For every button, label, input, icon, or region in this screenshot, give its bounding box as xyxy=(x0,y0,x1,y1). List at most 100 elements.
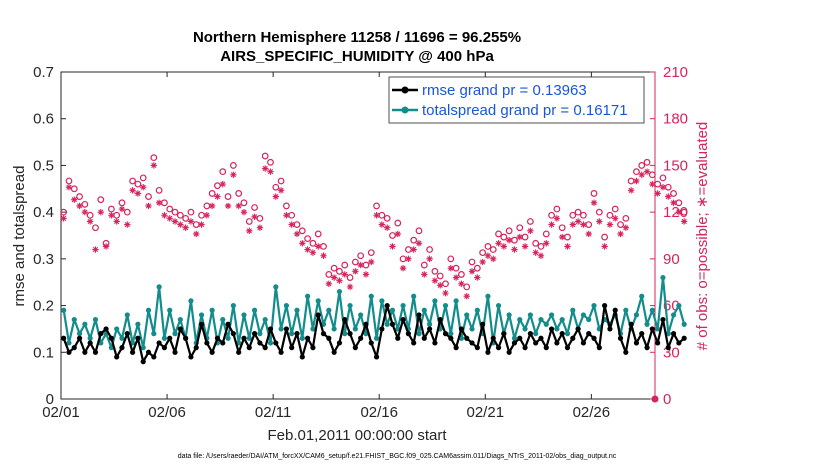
obs-possible-point xyxy=(558,224,566,232)
totalspread-point xyxy=(426,321,433,327)
series-rmse xyxy=(61,302,687,365)
obs-evaluated-point xyxy=(235,202,242,210)
totalspread-point xyxy=(474,307,480,313)
rmse-point xyxy=(71,345,77,351)
totalspread-point xyxy=(119,335,125,341)
rmse-point xyxy=(183,335,189,341)
obs-possible-point xyxy=(383,214,391,222)
rmse-point xyxy=(612,307,618,313)
obs-possible-point xyxy=(373,202,380,210)
totalspread-point xyxy=(151,331,157,337)
rmse-point xyxy=(596,345,602,351)
rmse-point xyxy=(416,312,422,318)
rmse-point xyxy=(543,345,549,351)
totalspread-point xyxy=(464,312,470,318)
rmse-point xyxy=(305,335,311,341)
obs-possible-point xyxy=(394,219,402,227)
rmse-point xyxy=(426,326,433,332)
obs-possible-point xyxy=(389,232,396,239)
x-tick-label: 02/06 xyxy=(148,404,186,421)
rmse-point xyxy=(421,335,427,341)
rmse-point xyxy=(389,321,396,327)
obs-evaluated-point xyxy=(548,221,555,228)
totalspread-point xyxy=(655,326,661,332)
totalspread-point xyxy=(623,307,629,313)
rmse-point xyxy=(140,359,146,365)
obs-possible-point xyxy=(283,202,290,210)
rmse-point xyxy=(156,340,162,346)
obs-evaluated-point xyxy=(596,218,603,225)
obs-possible-point xyxy=(277,177,285,185)
obs-evaluated-point xyxy=(537,252,545,259)
obs-evaluated-point xyxy=(431,277,439,284)
totalspread-point xyxy=(278,326,284,332)
totalspread-point xyxy=(533,331,539,337)
rmse-point xyxy=(289,345,295,351)
totalspread-point xyxy=(570,307,576,313)
obs-possible-point xyxy=(155,186,163,194)
obs-evaluated-point xyxy=(140,184,147,191)
rmse-point xyxy=(167,335,173,341)
totalspread-point xyxy=(660,274,666,281)
rmse-point xyxy=(294,331,300,337)
rmse-point xyxy=(336,340,343,346)
obs-evaluated-point xyxy=(325,280,333,287)
rmse-point xyxy=(358,335,364,341)
obs-evaluated-point xyxy=(246,227,253,235)
obs-evaluated-point xyxy=(71,196,78,203)
rmse-point xyxy=(347,331,353,337)
obs-evaluated-point xyxy=(214,193,221,200)
totalspread-point xyxy=(358,312,364,318)
obs-possible-point xyxy=(601,233,609,241)
obs-evaluated-point xyxy=(405,255,412,263)
obs-possible-point xyxy=(447,255,455,263)
rmse-point xyxy=(363,321,369,327)
obs-evaluated-point xyxy=(617,230,624,238)
y-axis-left-label: rmse and totalspread xyxy=(11,166,28,307)
rmse-point xyxy=(575,326,581,332)
totalspread-point xyxy=(114,326,120,332)
obs-evaluated-point xyxy=(649,180,656,188)
obs-possible-point xyxy=(500,233,508,241)
totalspread-point xyxy=(554,326,560,332)
totalspread-point xyxy=(145,307,152,313)
rmse-point xyxy=(246,345,252,351)
obs-possible-point xyxy=(86,211,94,219)
rmse-point xyxy=(400,316,406,323)
obs-evaluated-point xyxy=(426,255,433,263)
obs-evaluated-point xyxy=(659,184,667,191)
rmse-point xyxy=(527,331,533,337)
rmse-point xyxy=(114,354,120,360)
y-axis-right-label: # of obs: o=possible; ∗=evaluated xyxy=(694,122,711,351)
obs-evaluated-point xyxy=(86,218,94,225)
totalspread-point xyxy=(87,335,93,341)
obs-evaluated-point xyxy=(108,212,115,219)
rmse-point xyxy=(161,345,168,351)
totalspread-point xyxy=(368,293,374,299)
totalspread-point xyxy=(342,331,348,337)
rmse-point xyxy=(193,345,199,351)
obs-evaluated-point xyxy=(543,240,550,247)
rmse-point xyxy=(331,349,337,355)
obs-evaluated-point xyxy=(118,205,126,213)
obs-possible-point xyxy=(468,258,476,266)
totalspread-point xyxy=(373,335,380,341)
obs-evaluated-point xyxy=(553,215,561,222)
obs-evaluated-point xyxy=(670,199,677,206)
rmse-point xyxy=(623,349,629,355)
obs-evaluated-point xyxy=(585,230,592,238)
rmse-point xyxy=(644,345,650,351)
obs-evaluated-point xyxy=(373,212,380,219)
obs-possible-point xyxy=(346,274,354,281)
rmse-point xyxy=(639,331,645,337)
totalspread-point xyxy=(289,331,295,337)
obs-evaluated-point xyxy=(378,221,386,228)
totalspread-point xyxy=(676,302,682,309)
rmse-point xyxy=(474,345,480,351)
totalspread-point xyxy=(140,345,146,351)
obs-possible-point xyxy=(633,168,640,176)
legend-box xyxy=(388,76,645,124)
obs-evaluated-point xyxy=(76,202,83,210)
totalspread-point xyxy=(564,331,571,337)
